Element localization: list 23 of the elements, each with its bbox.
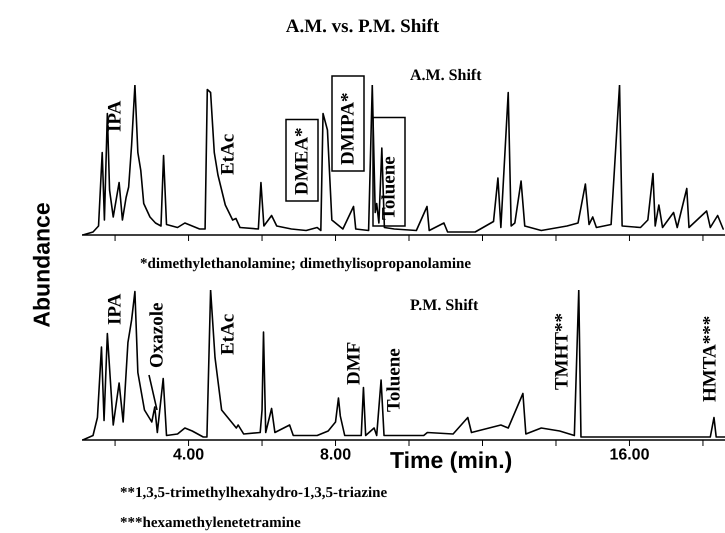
annotation: Toluene [384,348,404,412]
annotation: HMTA*** [700,316,720,402]
text: P.M. Shift [410,297,479,314]
annotation: EtAc [218,134,238,175]
text: ***hexamethylenetetramine [120,515,302,532]
y-axis-title: Abundance [28,202,56,328]
annotation: DMIPA* [338,92,358,165]
text: **1,3,5-trimethylhexahydro-1,3,5-triazine [120,485,388,502]
annotation: IPA [104,293,126,325]
annotation: Oxazole [146,302,168,368]
annotation: IPA [104,100,126,132]
x-tick-label: 4.00 [172,446,204,464]
series-label: A.M. Shift [410,67,482,84]
x-tick-label: 8.00 [320,446,352,464]
annotation: TMHT** [552,312,572,390]
annotation: DMF [344,342,364,385]
annotation: EtAc [218,314,238,355]
x-axis-title: Time (min.) [390,447,512,474]
chart-title: A.M. vs. P.M. Shift [284,16,440,38]
text: *dimethylethanolamine; dimethylisopropanolamine [140,256,472,273]
annotation: Toluene [378,156,400,220]
annotation: DMEA* [292,127,312,195]
x-tick-label: 16.00 [609,446,650,464]
